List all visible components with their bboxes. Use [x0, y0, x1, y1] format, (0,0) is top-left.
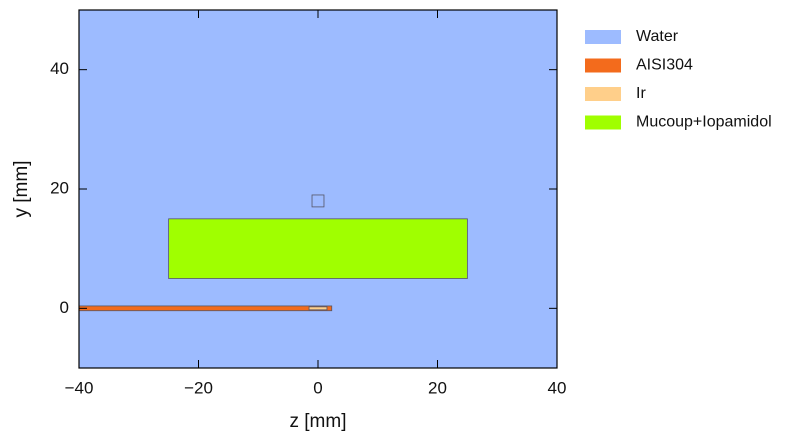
legend-label: Water	[636, 28, 679, 45]
region	[78, 305, 333, 312]
x-axis-label: z [mm]	[290, 411, 347, 432]
legend-swatch	[585, 30, 621, 44]
x-tick-label: −20	[184, 378, 213, 397]
y-axis-label: y [mm]	[11, 161, 32, 218]
region	[308, 306, 328, 311]
y-tick-label: 0	[60, 298, 69, 317]
legend-swatch	[585, 87, 621, 101]
x-tick-label: −40	[65, 378, 94, 397]
x-tick-label: 40	[548, 378, 567, 397]
legend-label: AISI304	[636, 57, 693, 74]
x-tick-label: 20	[428, 378, 447, 397]
region	[168, 218, 468, 279]
legend-label: Mucoup+Iopamidol	[636, 114, 772, 131]
legend-swatch	[585, 115, 621, 130]
x-tick-label: 0	[313, 378, 322, 397]
y-tick-label: 20	[50, 178, 69, 197]
legend-swatch	[585, 58, 621, 73]
outline-region	[311, 194, 325, 208]
legend-label: Ir	[636, 85, 646, 102]
y-tick-label: 40	[50, 59, 69, 78]
region	[79, 10, 557, 368]
